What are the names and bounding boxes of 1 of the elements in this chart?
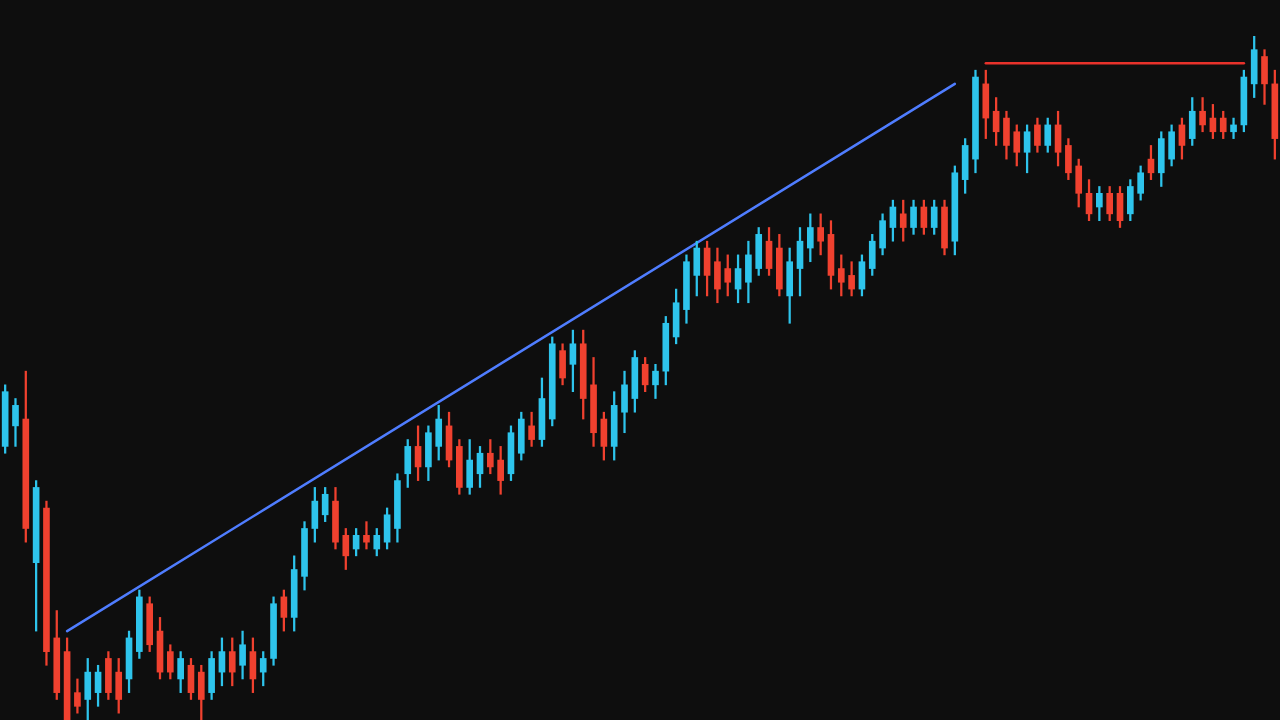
candlestick [363, 521, 370, 550]
